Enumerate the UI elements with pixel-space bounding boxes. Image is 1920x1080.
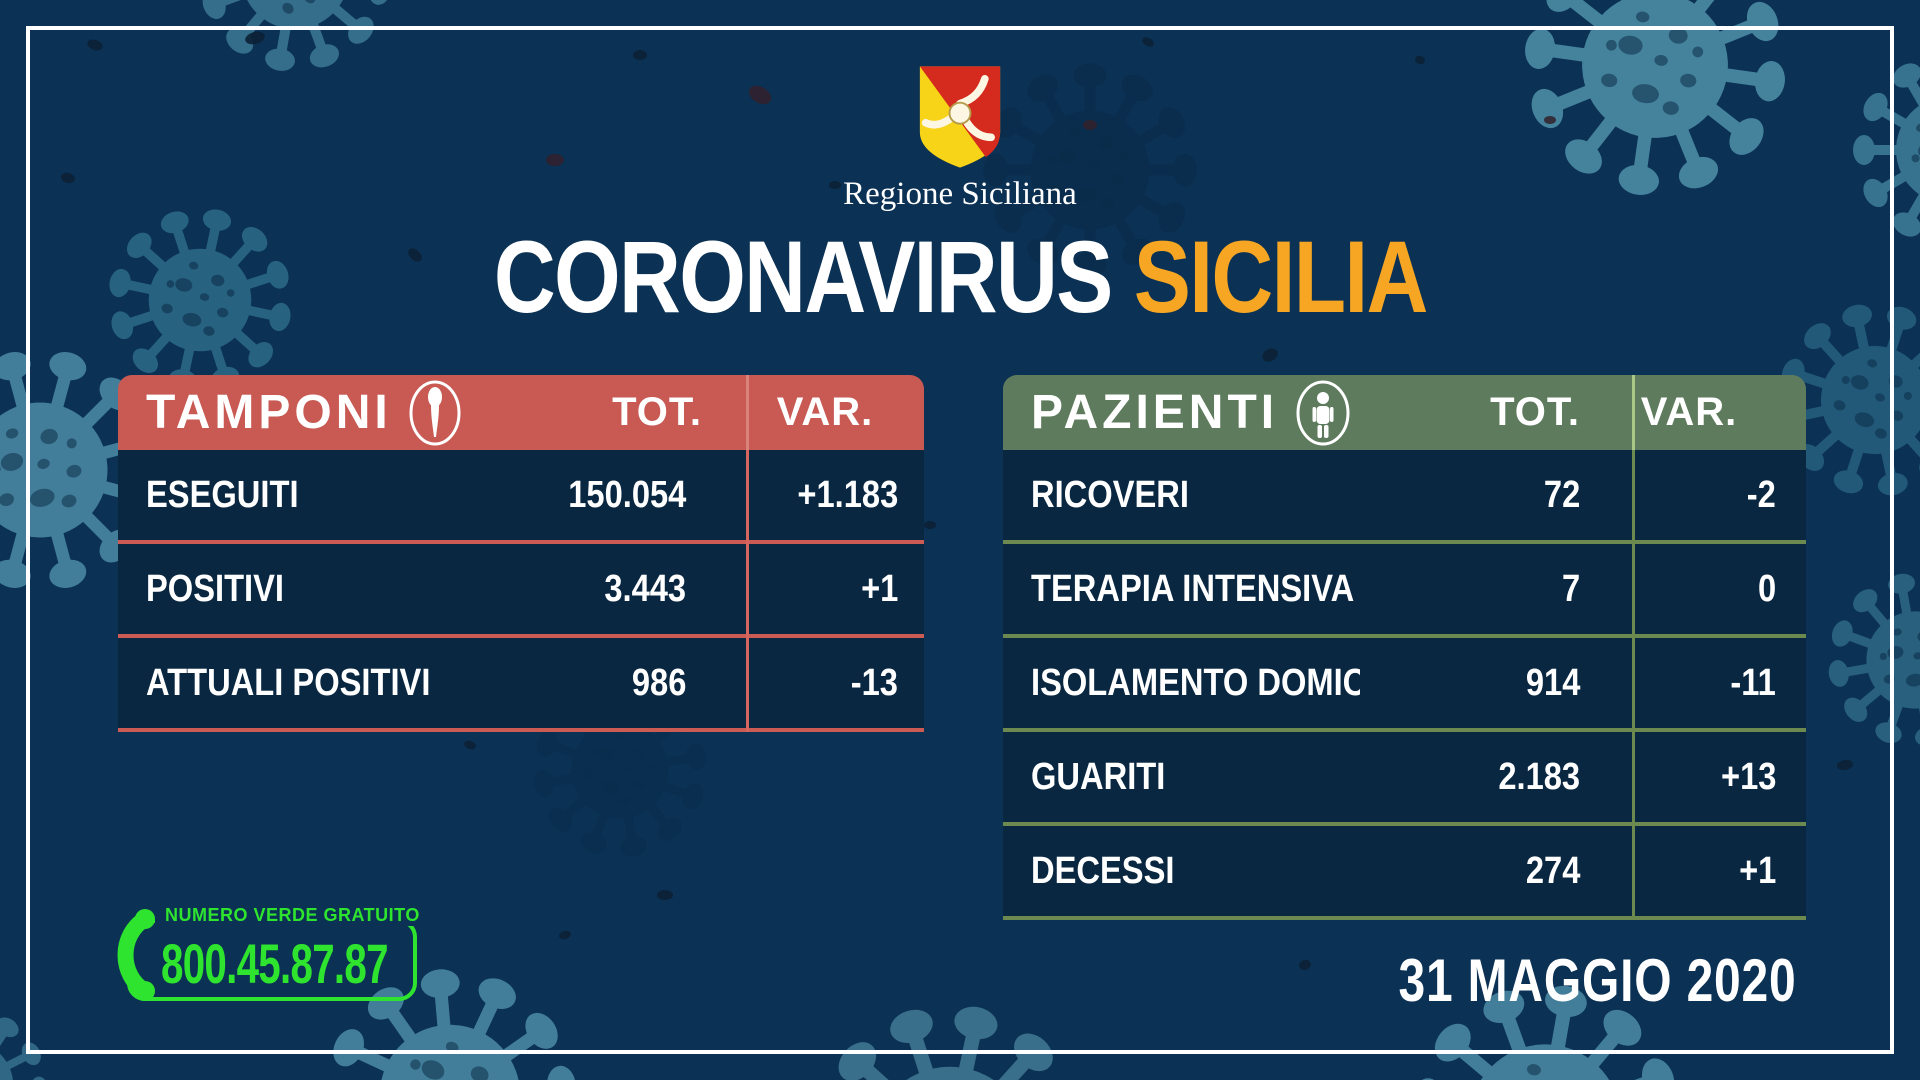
page-title: CORONAVIRUS SICILIA (0, 226, 1920, 328)
swab-icon (408, 380, 462, 446)
logo-text: Regione Siciliana (843, 176, 1077, 212)
row-total: 72 (1543, 473, 1580, 516)
row-total: 7 (1561, 567, 1580, 610)
row-variation: +1 (860, 567, 898, 610)
tamponi-title: TAMPONI (146, 386, 392, 439)
table-row: RICOVERI 72 -2 (1003, 450, 1806, 540)
row-label: GUARITI (1031, 755, 1166, 798)
row-variation: 0 (1757, 567, 1776, 610)
tamponi-table: TAMPONI TOT. VAR. ESEGUITI 150.054 +1.18… (118, 375, 924, 732)
row-label: ISOLAMENTO DOMICILIARE (1031, 661, 1360, 704)
row-label: DECESSI (1031, 849, 1175, 892)
title-coronavirus: CORONAVIRUS (493, 220, 1113, 334)
row-variation: +1.183 (797, 473, 898, 516)
table-row: POSITIVI 3.443 +1 (118, 544, 924, 634)
toll-free-number-box: NUMERO VERDE GRATUITO 800.45.87.87 (115, 903, 430, 1001)
table-row: DECESSI 274 +1 (1003, 826, 1806, 916)
column-divider (1632, 450, 1635, 920)
row-variation: -13 (850, 661, 898, 704)
table-bottom-line (118, 728, 924, 732)
table-row: ESEGUITI 150.054 +1.183 (118, 450, 924, 540)
row-total: 3.443 (604, 567, 686, 610)
row-separator (118, 634, 924, 638)
row-total: 274 (1525, 849, 1580, 892)
column-divider (746, 450, 749, 732)
row-separator (1003, 822, 1806, 826)
row-separator (1003, 634, 1806, 638)
report-date: 31 MAGGIO 2020 (1398, 947, 1797, 1014)
tamponi-col-var: VAR. (776, 390, 874, 434)
pazienti-body: RICOVERI 72 -2 TERAPIA INTENSIVA 7 0 ISO… (1003, 450, 1806, 920)
table-row: ATTUALI POSITIVI 986 -13 (118, 638, 924, 728)
row-variation: -2 (1746, 473, 1776, 516)
regione-siciliana-crest (919, 66, 1001, 168)
phone-icon (107, 909, 159, 1006)
pazienti-col-tot: TOT. (1490, 390, 1580, 434)
row-total: 986 (631, 661, 686, 704)
pazienti-header: PAZIENTI TOT. VAR. (1003, 375, 1806, 450)
row-total: 150.054 (567, 473, 686, 516)
row-total: 2.183 (1498, 755, 1580, 798)
tamponi-col-tot: TOT. (612, 390, 702, 434)
row-label: TERAPIA INTENSIVA (1031, 567, 1355, 610)
row-label: POSITIVI (146, 567, 285, 610)
pazienti-title: PAZIENTI (1031, 386, 1279, 439)
tamponi-header: TAMPONI TOT. VAR. (118, 375, 924, 450)
patient-icon (1294, 380, 1352, 446)
table-row: GUARITI 2.183 +13 (1003, 732, 1806, 822)
row-label: RICOVERI (1031, 473, 1189, 516)
row-total: 914 (1525, 661, 1580, 704)
phone-label: NUMERO VERDE GRATUITO (155, 905, 430, 926)
table-row: TERAPIA INTENSIVA 7 0 (1003, 544, 1806, 634)
phone-number: 800.45.87.87 (161, 932, 389, 995)
row-separator (1003, 540, 1806, 544)
title-sicilia: SICILIA (1133, 220, 1429, 334)
table-bottom-line (1003, 916, 1806, 920)
pazienti-col-var: VAR. (1640, 390, 1738, 434)
row-label: ATTUALI POSITIVI (146, 661, 431, 704)
row-label: ESEGUITI (146, 473, 299, 516)
row-variation: -11 (1730, 661, 1776, 704)
column-divider (746, 375, 749, 450)
row-variation: +13 (1720, 755, 1776, 798)
row-separator (118, 540, 924, 544)
table-row: ISOLAMENTO DOMICILIARE 914 -11 (1003, 638, 1806, 728)
row-separator (1003, 728, 1806, 732)
tamponi-body: ESEGUITI 150.054 +1.183 POSITIVI 3.443 +… (118, 450, 924, 732)
row-variation: +1 (1738, 849, 1776, 892)
pazienti-table: PAZIENTI TOT. VAR. RICOVERI 72 -2 (1003, 375, 1806, 920)
column-divider (1632, 375, 1635, 450)
